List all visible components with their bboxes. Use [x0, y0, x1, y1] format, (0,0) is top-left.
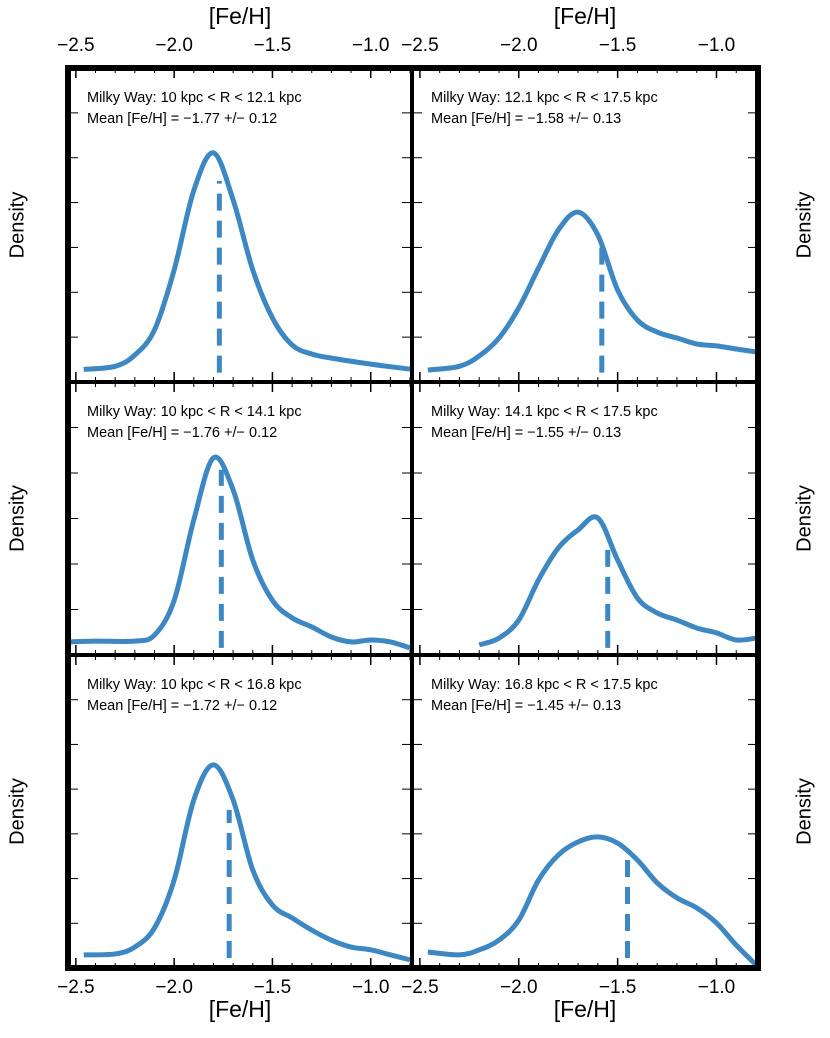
x-axis-label: [Fe/H] — [554, 996, 617, 1022]
y-axis-label: Density — [793, 192, 815, 259]
x-tick-label: −2.5 — [57, 35, 95, 56]
annotation: Milky Way: 10 kpc < R < 14.1 kpc — [87, 404, 302, 420]
annotation: Mean [Fe/H] = −1.76 +/− 0.12 — [87, 425, 277, 441]
x-tick-label: −2.0 — [500, 35, 538, 56]
density-curve — [427, 209, 757, 373]
density-curve — [83, 762, 411, 963]
annotation: Mean [Fe/H] = −1.55 +/− 0.13 — [431, 425, 621, 441]
x-tick-label: −1.5 — [599, 35, 637, 56]
density-curve — [67, 454, 411, 651]
annotation: Mean [Fe/H] = −1.58 +/− 0.13 — [431, 111, 621, 127]
x-tick-label: −2.5 — [401, 35, 439, 56]
annotation: Milky Way: 14.1 kpc < R < 17.5 kpc — [431, 404, 658, 420]
x-tick-label: −1.0 — [698, 977, 736, 998]
y-axis-label: Density — [793, 778, 815, 845]
density-curve — [83, 150, 411, 372]
annotation: Milky Way: 16.8 kpc < R < 17.5 kpc — [431, 677, 658, 693]
x-tick-label: −2.0 — [155, 35, 193, 56]
x-tick-label: −1.5 — [599, 977, 637, 998]
x-axis-label: [Fe/H] — [209, 996, 272, 1022]
annotation: Milky Way: 10 kpc < R < 16.8 kpc — [87, 677, 302, 693]
annotation: Mean [Fe/H] = −1.72 +/− 0.12 — [87, 698, 277, 714]
y-axis-label: Density — [6, 485, 28, 552]
x-tick-label: −2.5 — [401, 977, 439, 998]
annotation: Mean [Fe/H] = −1.45 +/− 0.13 — [431, 698, 621, 714]
x-tick-label: −1.0 — [352, 35, 390, 56]
y-axis-label: Density — [6, 778, 28, 845]
figure-frame — [65, 65, 761, 971]
density-curve — [478, 514, 757, 648]
annotation: Mean [Fe/H] = −1.77 +/− 0.12 — [87, 111, 277, 127]
annotation: Milky Way: 12.1 kpc < R < 17.5 kpc — [431, 90, 658, 106]
annotation: Milky Way: 10 kpc < R < 12.1 kpc — [87, 90, 302, 106]
x-tick-label: −2.5 — [57, 977, 95, 998]
y-axis-label: Density — [793, 485, 815, 552]
x-tick-label: −1.0 — [698, 35, 736, 56]
x-axis-label: [Fe/H] — [554, 3, 617, 29]
density-curve — [427, 834, 758, 967]
x-axis-label: [Fe/H] — [209, 3, 272, 29]
x-tick-label: −1.0 — [352, 977, 390, 998]
x-tick-label: −1.5 — [254, 35, 292, 56]
x-tick-label: −1.5 — [254, 977, 292, 998]
y-axis-label: Density — [6, 192, 28, 259]
x-tick-label: −2.0 — [500, 977, 538, 998]
panel-frame — [410, 380, 760, 657]
x-tick-label: −2.0 — [155, 977, 193, 998]
